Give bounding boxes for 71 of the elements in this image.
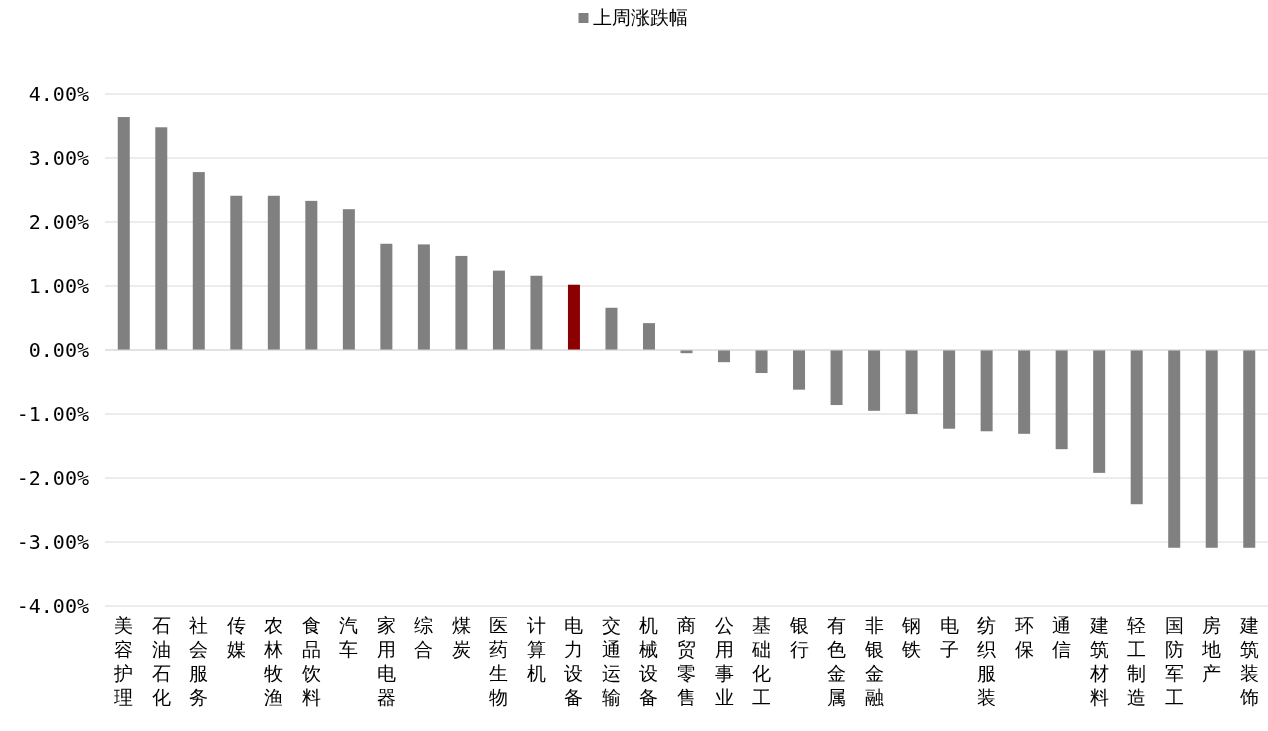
y-tick-label: 3.00%: [28, 146, 89, 170]
x-tick-label: 美容护理: [113, 614, 134, 708]
x-tick-label: 煤炭: [451, 614, 471, 660]
x-tick-label: 农林牧渔: [263, 614, 284, 708]
x-tick-label: 社会服务: [189, 614, 209, 708]
x-tick-label: 有色金属: [827, 614, 847, 708]
bar: [380, 243, 393, 350]
bar: [755, 350, 768, 374]
bar: [305, 200, 318, 350]
x-tick-label: 国防军工: [1164, 614, 1184, 708]
y-tick-label: -3.00%: [16, 530, 89, 554]
x-tick-label: 环保: [1014, 614, 1034, 660]
x-tick-label: 交通运输: [601, 614, 621, 708]
bar: [1168, 350, 1181, 548]
x-tick-label: 食品饮料: [300, 614, 321, 708]
x-tick-label: 传媒: [226, 614, 246, 660]
bar: [155, 127, 168, 350]
bar: [192, 172, 205, 350]
bar: [980, 350, 993, 432]
x-tick-label: 家用电器: [376, 614, 396, 708]
bar: [530, 275, 543, 350]
bar: [455, 255, 468, 350]
x-tick-label: 房地产: [1201, 614, 1222, 684]
x-tick-label: 纺织服装: [977, 614, 997, 708]
bar: [793, 350, 806, 390]
y-tick-label: 4.00%: [28, 82, 89, 106]
x-tick-label: 计算机: [526, 614, 546, 684]
y-tick-label: -1.00%: [16, 402, 89, 426]
x-tick-label: 综合: [414, 614, 434, 660]
bar: [342, 209, 355, 350]
x-tick-label: 商贸零售: [677, 614, 696, 708]
x-tick-label: 公用事业: [714, 614, 734, 708]
bar: [830, 350, 843, 406]
bar: [230, 195, 243, 350]
x-tick-label: 非银金融: [863, 614, 884, 708]
legend-label: 上周涨跌幅: [592, 6, 688, 28]
bar: [1093, 350, 1106, 473]
x-tick-label: 石油石化: [151, 614, 171, 708]
bar: [1205, 350, 1218, 548]
x-tick-label: 建筑材料: [1088, 614, 1109, 708]
bar: [117, 117, 130, 350]
x-tick-label: 基础化工: [751, 614, 772, 708]
bar: [1243, 350, 1256, 548]
bar: [943, 350, 956, 429]
x-tick-label: 电力设备: [564, 614, 584, 708]
y-tick-label: 1.00%: [28, 274, 89, 298]
x-tick-label: 轻工制造: [1127, 614, 1147, 708]
y-tick-label: -4.00%: [16, 594, 89, 618]
bar: [642, 323, 655, 350]
bar: [567, 284, 580, 350]
y-tick-label: -2.00%: [16, 466, 89, 490]
y-tick-label: 0.00%: [28, 338, 89, 362]
bar: [718, 350, 731, 363]
x-tick-label: 钢铁: [901, 614, 922, 660]
bar: [905, 350, 918, 414]
bar: [417, 244, 430, 350]
x-tick-label: 医药生物: [489, 614, 509, 708]
x-tick-label: 汽车: [339, 614, 359, 660]
bar: [868, 350, 881, 411]
x-tick-label: 机械设备: [639, 614, 659, 708]
bar: [267, 195, 280, 350]
bar: [1018, 350, 1031, 434]
bar: [1055, 350, 1068, 450]
x-tick-label: 电子: [939, 614, 959, 660]
x-tick-label: 建筑装饰: [1238, 614, 1259, 708]
bar: [605, 307, 618, 350]
bar: [1130, 350, 1143, 505]
x-tick-label: 通信: [1052, 614, 1072, 660]
x-tick-label: 银行: [788, 614, 809, 660]
bar: [492, 270, 505, 350]
y-tick-label: 2.00%: [28, 210, 89, 234]
